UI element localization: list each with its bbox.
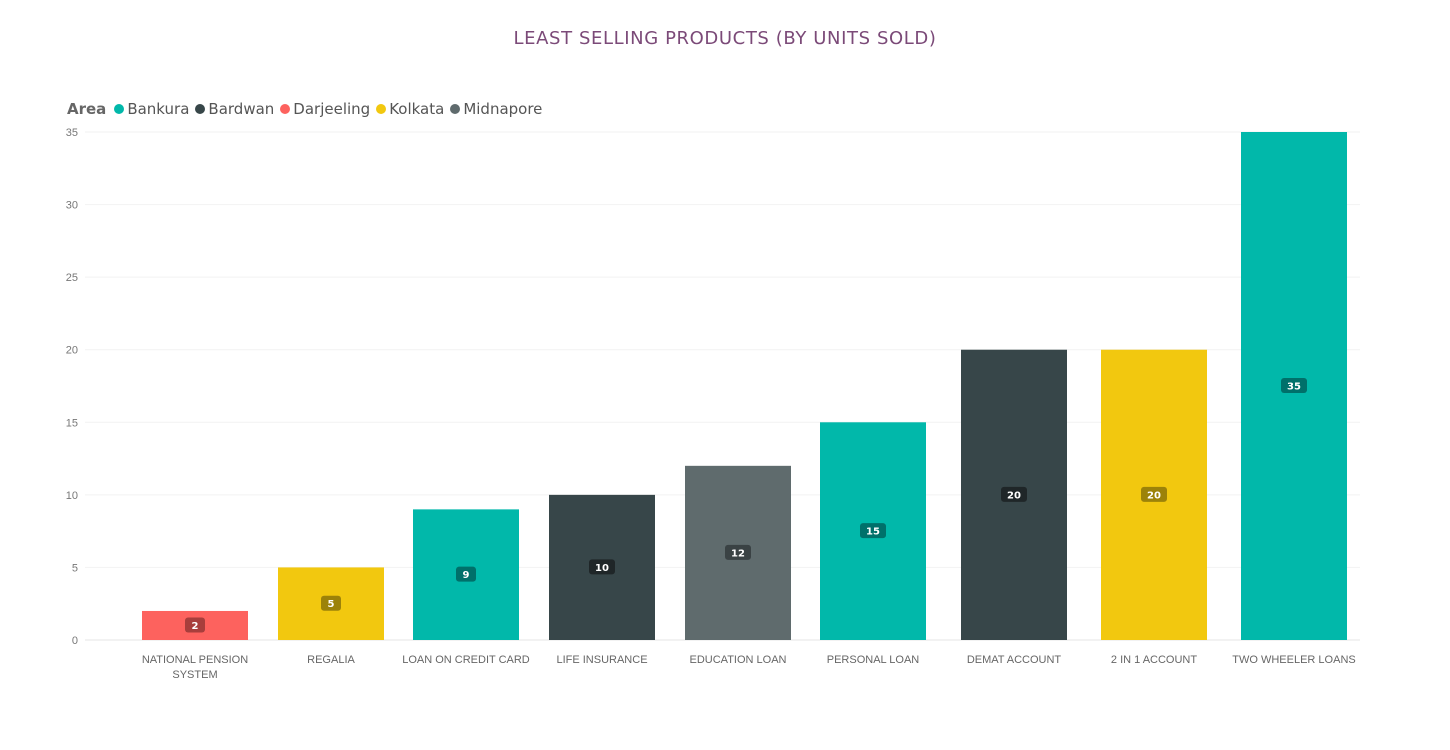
y-tick-label: 20 (66, 345, 78, 357)
x-category-label: LIFE INSURANCE (556, 654, 647, 666)
legend-dot-icon (114, 104, 125, 114)
legend-label: Bardwan (208, 100, 275, 118)
data-label-badge (589, 559, 615, 575)
y-tick-label: 5 (72, 562, 78, 574)
legend: Area Bankura Bardwan Darjeeling Kolkata … (67, 99, 548, 119)
bar-group[interactable]: 20 (1101, 349, 1207, 640)
legend-label: Midnapore (463, 100, 543, 118)
x-category-label: LOAN ON CREDIT CARD (402, 654, 530, 666)
bar-group[interactable]: 35 (1241, 132, 1347, 640)
x-category-label: TWO WHEELER LOANS (1232, 654, 1355, 666)
x-category-label: DEMAT ACCOUNT (967, 654, 1062, 666)
data-label-badge (860, 523, 886, 539)
data-label: 20 (1007, 490, 1021, 501)
y-tick-label: 35 (66, 127, 78, 139)
x-category-label: REGALIA (307, 654, 355, 666)
data-label: 12 (731, 548, 745, 559)
legend-dot-icon (280, 104, 291, 114)
legend-label: Kolkata (389, 100, 445, 118)
bar-group[interactable]: 10 (549, 494, 655, 640)
legend-dot-icon (195, 104, 206, 114)
legend-label: Darjeeling (293, 100, 371, 118)
y-tick-label: 15 (66, 417, 78, 429)
y-tick-label: 0 (72, 635, 78, 647)
data-label-badge (1281, 378, 1307, 393)
x-category-label: 2 IN 1 ACCOUNT (1111, 654, 1197, 666)
data-label: 15 (866, 527, 880, 538)
bar-group[interactable]: 2 (142, 610, 248, 640)
bar-group[interactable]: 12 (685, 465, 791, 640)
x-category-label: PERSONAL LOAN (827, 654, 920, 666)
bar-group[interactable]: 5 (278, 567, 384, 640)
bar-group[interactable]: 20 (961, 349, 1067, 640)
bars: 2 5 9 10 12 15 20 20 35 (142, 132, 1347, 640)
legend-item-bankura[interactable]: Bankura (114, 100, 189, 118)
data-label: 20 (1147, 490, 1161, 501)
legend-label: Bankura (127, 100, 190, 118)
data-label-badge (185, 617, 205, 633)
x-category-label: EDUCATION LOAN (690, 654, 787, 666)
data-label-badge (456, 566, 476, 582)
data-label-badge (321, 595, 341, 611)
data-label-badge (1141, 486, 1167, 502)
data-label: 10 (595, 563, 609, 574)
legend-dot-icon (376, 104, 387, 114)
data-label-badge (725, 544, 751, 560)
x-category-label: NATIONAL PENSION (142, 654, 248, 666)
y-axis-ticks: 0 5 10 15 20 25 30 35 (66, 127, 78, 647)
bar-group[interactable]: 15 (820, 422, 926, 640)
legend-title: Area (67, 100, 107, 118)
data-label: 2 (192, 621, 199, 632)
y-tick-label: 30 (66, 200, 78, 212)
x-axis-labels: NATIONAL PENSION SYSTEM REGALIA LOAN ON CRE… (142, 654, 1356, 681)
y-tick-label: 25 (66, 272, 78, 284)
data-label: 9 (463, 570, 470, 581)
data-label: 5 (328, 599, 335, 610)
legend-item-midnapore[interactable]: Midnapore (450, 100, 542, 118)
data-label-badge (1001, 486, 1027, 502)
legend-item-bardwan[interactable]: Bardwan (195, 100, 274, 118)
y-tick-label: 10 (66, 490, 78, 502)
legend-item-kolkata[interactable]: Kolkata (376, 100, 444, 118)
legend-dot-icon (450, 104, 461, 114)
data-label: 35 (1287, 382, 1301, 393)
bar-group[interactable]: 9 (413, 509, 519, 640)
legend-item-darjeeling[interactable]: Darjeeling (280, 100, 370, 118)
chart-title: LEAST SELLING PRODUCTS (BY UNITS SOLD) (513, 28, 937, 49)
x-category-label: SYSTEM (172, 669, 217, 681)
